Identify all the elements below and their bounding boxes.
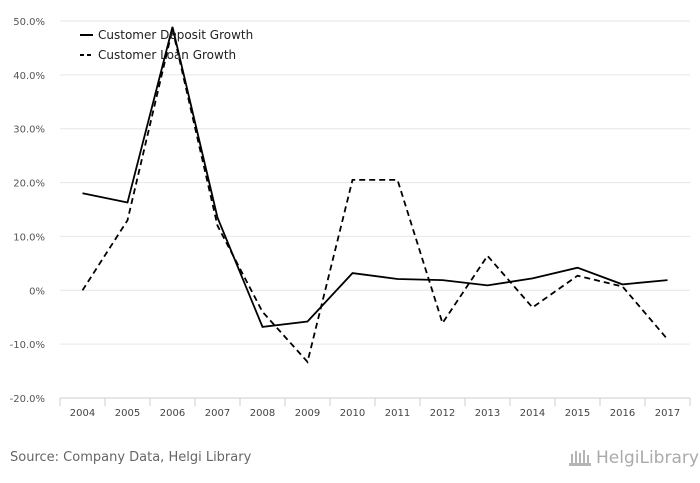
y-tick-label: 50.0% bbox=[13, 17, 45, 28]
y-tick-label: -20.0% bbox=[10, 394, 45, 405]
x-tick-label: 2010 bbox=[340, 408, 365, 419]
y-tick-label: 20.0% bbox=[13, 179, 45, 190]
x-tick-label: 2012 bbox=[430, 408, 455, 419]
x-tick-label: 2017 bbox=[655, 408, 680, 419]
x-axis: 2004 2005 2006 2007 2008 2009 2010 2011 2012 2013… bbox=[59, 397, 691, 419]
gridlines bbox=[60, 20, 690, 345]
helgi-library-logo: HelgiLibrary bbox=[568, 448, 699, 468]
source-note: Source: Company Data, Helgi Library bbox=[10, 450, 252, 465]
x-tick-label: 2016 bbox=[610, 408, 635, 419]
series-line bbox=[82, 26, 668, 328]
x-tick-label: 2004 bbox=[70, 408, 95, 419]
y-axis: -20.0% -10.0% 0% 10.0% 20.0% 30.0% 40.0% 50.0% bbox=[10, 17, 45, 405]
y-tick-label: 30.0% bbox=[13, 125, 45, 136]
x-tick-label: 2015 bbox=[565, 408, 590, 419]
series-lines bbox=[81, 26, 669, 364]
x-tick-label: 2009 bbox=[295, 408, 320, 419]
series-line bbox=[81, 28, 669, 364]
library-icon bbox=[569, 450, 591, 466]
x-tick-label: 2005 bbox=[115, 408, 140, 419]
y-tick-label: 0% bbox=[29, 286, 45, 297]
x-tick-label: 2014 bbox=[520, 408, 545, 419]
x-tick-label: 2006 bbox=[160, 408, 185, 419]
y-tick-label: -10.0% bbox=[10, 340, 45, 351]
y-tick-label: 40.0% bbox=[13, 71, 45, 82]
logo-text: HelgiLibrary bbox=[596, 448, 699, 468]
x-tick-label: 2008 bbox=[250, 408, 275, 419]
x-tick-label: 2011 bbox=[385, 408, 410, 419]
legend: Customer Deposit Growth Customer Loan Gro… bbox=[80, 28, 253, 62]
x-tick-label: 2007 bbox=[205, 408, 230, 419]
legend-label: Customer Deposit Growth bbox=[98, 28, 253, 42]
x-tick-label: 2013 bbox=[475, 408, 500, 419]
y-tick-label: 10.0% bbox=[13, 232, 45, 243]
legend-label: Customer Loan Growth bbox=[98, 48, 236, 62]
line-chart: -20.0%-10.0%0%10.0%20.0%30.0%40.0%50.0% … bbox=[10, 17, 691, 419]
